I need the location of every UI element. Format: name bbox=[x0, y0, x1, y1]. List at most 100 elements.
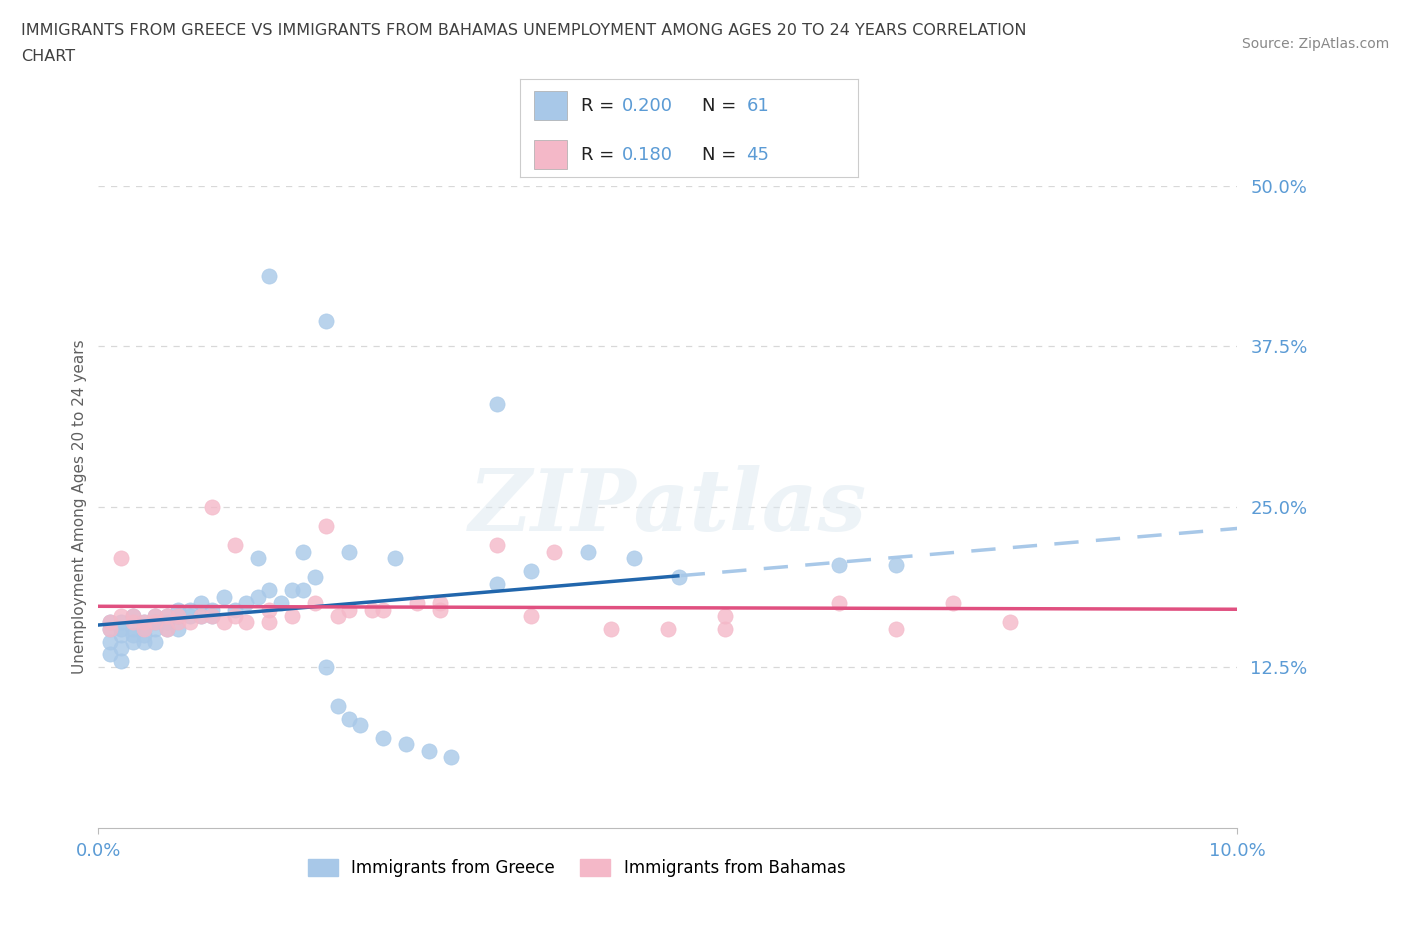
Point bbox=[110, 608, 132, 623]
Point bbox=[486, 538, 509, 552]
Point bbox=[373, 602, 395, 617]
Text: 45: 45 bbox=[747, 146, 769, 164]
Point bbox=[326, 698, 349, 713]
Point bbox=[998, 615, 1021, 630]
Point bbox=[246, 590, 269, 604]
Point bbox=[201, 499, 224, 514]
Point bbox=[110, 621, 132, 636]
Point bbox=[315, 313, 337, 328]
Point bbox=[110, 654, 132, 669]
Point bbox=[167, 608, 190, 623]
Point bbox=[384, 551, 406, 565]
Point bbox=[110, 551, 132, 565]
Text: ZIPatlas: ZIPatlas bbox=[468, 465, 868, 549]
Point bbox=[121, 615, 143, 630]
Point bbox=[145, 608, 167, 623]
Point bbox=[576, 544, 599, 559]
FancyBboxPatch shape bbox=[534, 140, 568, 169]
Point bbox=[121, 634, 143, 649]
Point bbox=[337, 711, 360, 726]
Point bbox=[235, 596, 257, 611]
Point bbox=[190, 608, 212, 623]
Text: 0.200: 0.200 bbox=[621, 97, 672, 115]
Text: 0.180: 0.180 bbox=[621, 146, 672, 164]
Point bbox=[304, 570, 326, 585]
Point bbox=[884, 621, 907, 636]
Point bbox=[98, 615, 121, 630]
Text: IMMIGRANTS FROM GREECE VS IMMIGRANTS FROM BAHAMAS UNEMPLOYMENT AMONG AGES 20 TO : IMMIGRANTS FROM GREECE VS IMMIGRANTS FRO… bbox=[21, 23, 1026, 38]
Point bbox=[281, 608, 304, 623]
Point bbox=[360, 602, 382, 617]
Point bbox=[156, 608, 179, 623]
Point bbox=[440, 750, 463, 764]
Point bbox=[190, 608, 212, 623]
Point bbox=[246, 551, 269, 565]
Point bbox=[337, 544, 360, 559]
Point bbox=[121, 628, 143, 643]
Point bbox=[201, 608, 224, 623]
Point bbox=[179, 615, 201, 630]
Point bbox=[259, 615, 281, 630]
Point bbox=[167, 621, 190, 636]
Point bbox=[270, 596, 292, 611]
Point bbox=[132, 634, 155, 649]
Point bbox=[828, 557, 851, 572]
Point bbox=[828, 596, 851, 611]
Point bbox=[156, 608, 179, 623]
Point bbox=[292, 583, 315, 598]
Point bbox=[429, 596, 451, 611]
Point bbox=[259, 269, 281, 284]
Point bbox=[224, 538, 246, 552]
Point bbox=[623, 551, 645, 565]
Point bbox=[145, 608, 167, 623]
Point bbox=[98, 634, 121, 649]
Point bbox=[714, 608, 737, 623]
Point bbox=[884, 557, 907, 572]
Point bbox=[201, 602, 224, 617]
Point bbox=[98, 621, 121, 636]
Text: CHART: CHART bbox=[21, 49, 75, 64]
Point bbox=[395, 737, 418, 751]
Text: R =: R = bbox=[581, 97, 620, 115]
Point bbox=[132, 615, 155, 630]
Point bbox=[132, 621, 155, 636]
Point bbox=[520, 564, 543, 578]
Point bbox=[429, 602, 451, 617]
Y-axis label: Unemployment Among Ages 20 to 24 years: Unemployment Among Ages 20 to 24 years bbox=[72, 339, 87, 674]
Text: N =: N = bbox=[703, 97, 742, 115]
Point bbox=[121, 608, 143, 623]
Point bbox=[132, 621, 155, 636]
Point bbox=[657, 621, 679, 636]
Point bbox=[668, 570, 690, 585]
Point bbox=[190, 596, 212, 611]
Point bbox=[179, 608, 201, 623]
Point bbox=[942, 596, 965, 611]
Point bbox=[281, 583, 304, 598]
Point bbox=[315, 660, 337, 675]
Point bbox=[156, 621, 179, 636]
Text: R =: R = bbox=[581, 146, 620, 164]
Point bbox=[543, 544, 565, 559]
Text: Source: ZipAtlas.com: Source: ZipAtlas.com bbox=[1241, 37, 1389, 51]
Point bbox=[145, 634, 167, 649]
Point bbox=[224, 602, 246, 617]
Point bbox=[98, 615, 121, 630]
Point bbox=[418, 743, 440, 758]
Point bbox=[145, 621, 167, 636]
Point bbox=[167, 615, 190, 630]
Point bbox=[156, 621, 179, 636]
Point bbox=[132, 628, 155, 643]
Point bbox=[349, 718, 371, 733]
Point bbox=[714, 621, 737, 636]
Point bbox=[212, 615, 235, 630]
Point bbox=[167, 602, 190, 617]
Point bbox=[132, 615, 155, 630]
Legend: Immigrants from Greece, Immigrants from Bahamas: Immigrants from Greece, Immigrants from … bbox=[301, 852, 852, 883]
Point bbox=[145, 615, 167, 630]
Point bbox=[224, 608, 246, 623]
Point bbox=[486, 577, 509, 591]
FancyBboxPatch shape bbox=[534, 91, 568, 120]
Point bbox=[121, 621, 143, 636]
Point bbox=[235, 615, 257, 630]
Point bbox=[179, 602, 201, 617]
